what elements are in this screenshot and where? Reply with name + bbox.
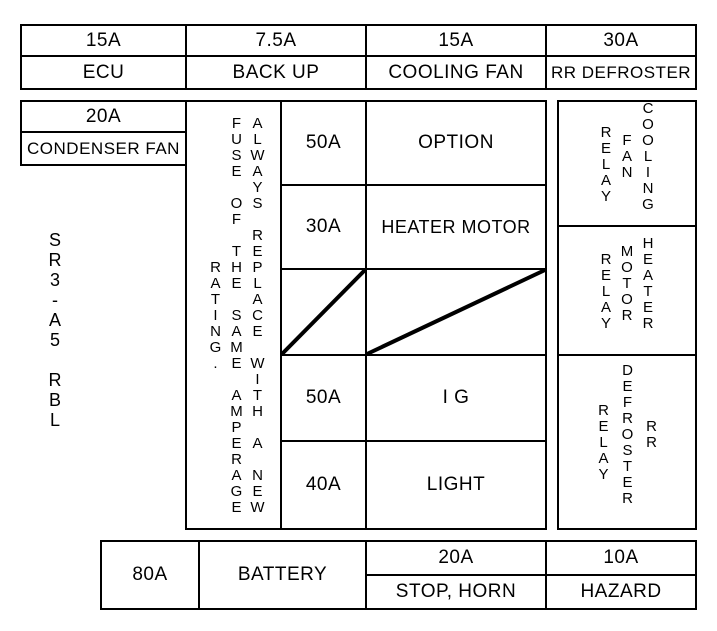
text: 7.5A <box>255 30 296 52</box>
text: 30A <box>306 216 341 238</box>
mid-amp-4: 40A <box>280 440 367 530</box>
top-label-1: BACK UP <box>185 55 367 90</box>
text: RELAY <box>595 402 612 482</box>
text: COOLING FAN <box>388 62 523 84</box>
mid-label-4: LIGHT <box>365 440 547 530</box>
text: HEATER <box>640 235 657 331</box>
bottom-big-label: BATTERY <box>198 540 367 610</box>
text: 80A <box>132 564 167 586</box>
relay-2: RR DEFROSTER RELAY <box>557 354 697 530</box>
mid-label-3: I G <box>365 354 547 442</box>
text: CONDENSER FAN <box>27 139 180 159</box>
text: FAN <box>619 132 636 180</box>
text: RR DEFROSTER <box>551 63 691 83</box>
mid-amp-2 <box>280 268 367 356</box>
warning-text: ALWAYS REPLACE WITH A NEW FUSE OF THE SA… <box>205 108 268 522</box>
fuse-diagram: 15A ECU 7.5A BACK UP 15A COOLING FAN 30A… <box>0 0 717 631</box>
top-amp-0: 15A <box>20 24 187 57</box>
mid-label-2 <box>365 268 547 356</box>
text: 40A <box>306 474 341 496</box>
text: 50A <box>306 132 341 154</box>
text: SR3-A5 RBL <box>45 230 65 430</box>
text: LIGHT <box>427 474 485 496</box>
text: DEFROSTER <box>619 362 636 506</box>
side-label: SR3-A5 RBL <box>44 230 65 430</box>
mid-label-0: OPTION <box>365 100 547 186</box>
text: 30A <box>603 30 638 52</box>
text: HEATER MOTOR <box>381 217 530 238</box>
bottom-amp-0: 20A <box>365 540 547 576</box>
text: 20A <box>438 547 473 569</box>
bottom-amp-1: 10A <box>545 540 697 576</box>
text: ECU <box>83 62 125 84</box>
bottom-label-1: HAZARD <box>545 574 697 610</box>
text: ALWAYS REPLACE WITH A NEW FUSE OF THE SA… <box>207 115 266 515</box>
text: BACK UP <box>233 62 320 84</box>
top-amp-2: 15A <box>365 24 547 57</box>
top-label-2: COOLING FAN <box>365 55 547 90</box>
relay-label: RR DEFROSTER RELAY <box>591 356 663 528</box>
top-label-3: RR DEFROSTER <box>545 55 697 90</box>
text: STOP, HORN <box>396 581 516 603</box>
text: 50A <box>306 387 341 409</box>
left-small-label: CONDENSER FAN <box>20 131 187 166</box>
relay-0: COOLING FAN RELAY <box>557 100 697 227</box>
mid-amp-3: 50A <box>280 354 367 442</box>
text: 15A <box>438 30 473 52</box>
text: COOLING <box>640 100 657 212</box>
text: RELAY <box>598 251 615 331</box>
relay-label: HEATER MOTOR RELAY <box>596 227 659 354</box>
top-amp-1: 7.5A <box>185 24 367 57</box>
text: RELAY <box>598 124 615 204</box>
text: MOTOR <box>619 243 636 323</box>
text: 10A <box>603 547 638 569</box>
top-amp-3: 30A <box>545 24 697 57</box>
text: OPTION <box>418 132 494 154</box>
relay-label: COOLING FAN RELAY <box>596 100 659 228</box>
mid-amp-0: 50A <box>280 100 367 186</box>
mid-label-1: HEATER MOTOR <box>365 184 547 270</box>
text: BATTERY <box>238 564 327 586</box>
bottom-big-amp: 80A <box>100 540 200 610</box>
left-small-amp: 20A <box>20 100 187 133</box>
text: 15A <box>86 30 121 52</box>
text: 20A <box>86 106 121 128</box>
relay-1: HEATER MOTOR RELAY <box>557 225 697 356</box>
text: RR <box>643 418 660 450</box>
text: I G <box>443 387 470 409</box>
text: HAZARD <box>580 581 661 603</box>
mid-amp-1: 30A <box>280 184 367 270</box>
bottom-label-0: STOP, HORN <box>365 574 547 610</box>
top-label-0: ECU <box>20 55 187 90</box>
